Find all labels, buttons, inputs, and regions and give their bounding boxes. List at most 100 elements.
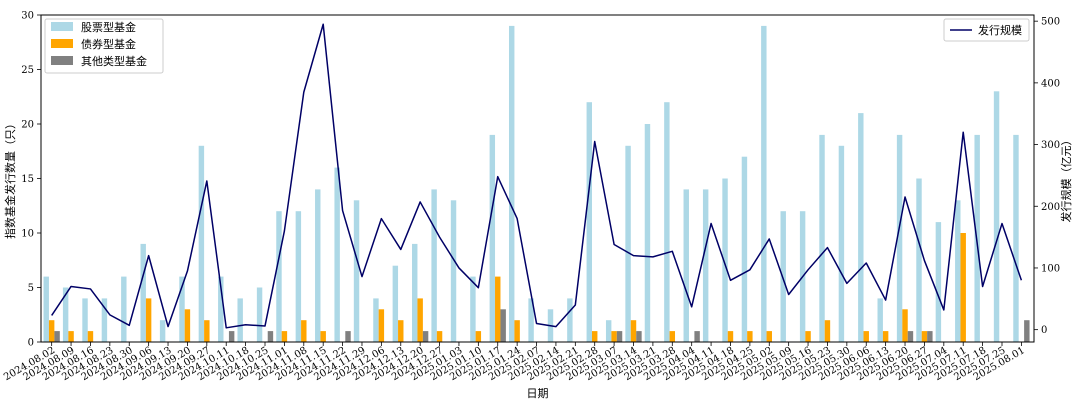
bar-1-44 [902,309,908,342]
bar-0-49 [993,91,1000,342]
left-tick-label-15: 15 [21,174,34,185]
bar-0-40 [819,134,825,342]
right-tick-label-400: 400 [1041,78,1060,89]
right-tick-label-300: 300 [1041,140,1060,151]
bar-1-20 [436,331,443,342]
bar-0-3 [101,298,108,342]
bar-0-33 [683,189,689,342]
bar-1-45 [921,331,928,342]
bar-0-20 [431,189,437,342]
bar-0-9 [218,276,224,342]
right-tick-label-0: 0 [1041,325,1047,336]
plot-frame [40,14,1035,343]
right-axis-title: 发行规模（亿元） [1059,135,1073,223]
legend-label-0: 股票型基金 [81,20,136,34]
bar-0-0 [43,276,49,342]
bar-0-29 [605,320,612,342]
bar-1-29 [611,331,617,342]
bar-1-47 [960,233,966,342]
bar-2-45 [927,331,933,342]
bar-1-17 [378,309,385,342]
right-tick-label-100: 100 [1041,263,1060,274]
bar-1-24 [514,320,520,342]
bar-2-44 [907,331,914,342]
bar-1-30 [630,320,637,342]
legend-label-2: 其他类型基金 [81,54,147,68]
bar-0-41 [838,145,845,342]
bar-0-1 [62,287,69,342]
bar-2-19 [422,331,429,342]
bar-0-25 [528,298,534,342]
bar-0-37 [761,25,767,343]
bar-1-13 [301,320,307,342]
line-series-0 [51,23,1023,329]
bar-0-28 [586,102,592,342]
bar-0-12 [276,211,282,342]
bar-1-5 [145,298,152,342]
bar-1-32 [669,331,676,342]
bar-1-0 [48,320,55,342]
bar-0-15 [334,167,340,342]
legend-swatch-1 [51,39,73,48]
bar-1-37 [766,331,772,342]
left-tick-label-0: 0 [28,338,34,349]
bar-1-43 [882,331,889,342]
left-axis-title: 指数基金发行数量（只） [3,118,17,239]
bar-1-39 [805,331,811,342]
bar-2-0 [54,331,60,342]
bar-0-27 [567,298,573,342]
bar-0-14 [315,189,321,342]
bar-1-2 [87,331,94,342]
left-tick-label-30: 30 [21,11,34,22]
x-axis-title: 日期 [527,387,549,400]
bar-2-33 [694,331,700,342]
bar-1-12 [281,331,288,342]
legend-left-box [44,18,164,74]
bar-0-24 [508,25,515,343]
left-tick-label-25: 25 [21,65,34,76]
bar-0-6 [159,320,166,342]
bar-0-2 [82,298,88,342]
right-tick-label-500: 500 [1041,17,1060,28]
bar-1-1 [68,331,74,342]
bar-0-35 [722,178,728,342]
bar-0-45 [916,178,922,342]
bar-1-18 [398,320,404,342]
bar-1-35 [727,331,734,342]
bar-2-50 [1024,320,1030,342]
bar-0-17 [373,298,379,342]
bar-1-40 [824,320,831,342]
bar-0-16 [353,200,360,342]
bar-2-11 [267,331,274,342]
right-tick-label-200: 200 [1041,202,1060,213]
bar-0-44 [896,134,903,342]
bar-1-36 [747,331,753,342]
bar-0-50 [1013,134,1019,342]
bar-2-29 [616,331,623,342]
bar-0-31 [644,124,651,342]
left-tick-label-10: 10 [21,229,34,240]
bar-0-46 [935,222,942,342]
left-tick-label-20: 20 [21,120,34,131]
bar-0-11 [256,287,263,342]
bar-0-38 [780,211,786,342]
bar-0-32 [664,102,670,342]
bar-2-9 [228,331,235,342]
bar-0-8 [198,145,205,342]
bar-1-8 [204,320,210,342]
bar-0-21 [450,200,457,342]
bar-1-28 [592,331,598,342]
legend-swatch-2 [51,56,73,65]
bar-0-42 [858,113,864,342]
bar-0-23 [489,134,496,342]
bar-0-13 [295,211,302,342]
legend-right-box [943,18,1030,42]
legend-swatch-0 [51,22,73,31]
bar-0-10 [237,298,243,342]
legend-line-label-0: 发行规模 [978,23,1022,37]
bar-0-36 [741,156,748,342]
bar-0-30 [625,145,631,342]
bar-0-34 [702,189,709,342]
left-tick-label-5: 5 [28,283,34,294]
